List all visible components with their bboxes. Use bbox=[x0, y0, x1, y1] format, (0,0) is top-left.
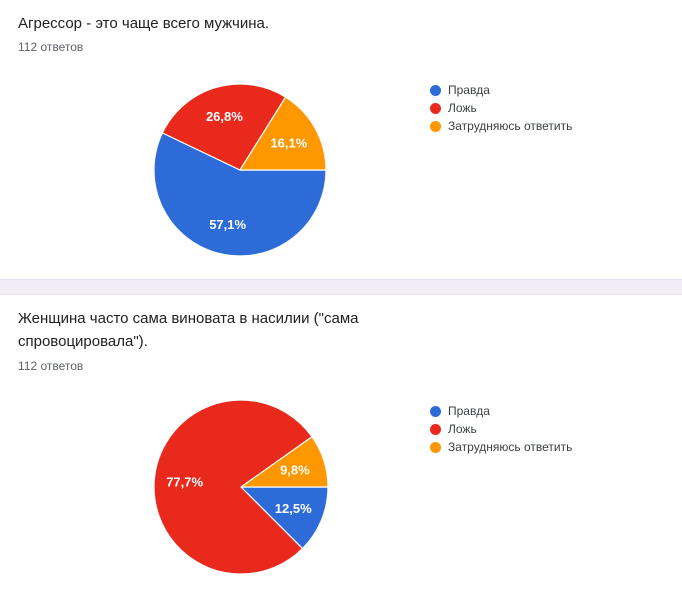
question-title: Агрессор - это чаще всего мужчина. bbox=[18, 15, 270, 32]
legend-swatch-icon bbox=[430, 405, 441, 417]
chart-legend: Правда Ложь Затрудняюсь ответить bbox=[430, 81, 572, 135]
legend-swatch-icon bbox=[430, 120, 441, 132]
pie-slice-percentage-label: 57,1% bbox=[209, 217, 246, 232]
legend-swatch-icon bbox=[430, 84, 441, 96]
pie-slice bbox=[240, 486, 329, 550]
pie-slice bbox=[153, 399, 313, 575]
pie-chart: 12,5% 77,7% 9,8% bbox=[153, 399, 329, 575]
pie-slice bbox=[153, 132, 327, 257]
pie-chart: 57,1% 26,8% 16,1% bbox=[153, 83, 327, 257]
legend-swatch-icon bbox=[430, 441, 441, 453]
pie-slice bbox=[161, 83, 287, 171]
legend-label: Правда bbox=[448, 83, 490, 97]
pie-slice-percentage-label: 16,1% bbox=[270, 135, 307, 150]
question-card: Женщина часто сама виновата в насилии ("… bbox=[0, 295, 682, 596]
pie-slice-percentage-label: 26,8% bbox=[206, 109, 243, 124]
pie-slice bbox=[239, 96, 327, 171]
responses-count: 112 ответов bbox=[18, 40, 84, 54]
legend-item: Правда bbox=[430, 402, 572, 420]
legend-item: Затрудняюсь ответить bbox=[430, 438, 572, 456]
legend-label: Ложь bbox=[448, 101, 477, 115]
question-title: Женщина часто сама виновата в насилии ("… bbox=[18, 310, 359, 350]
pie-slice-percentage-label: 77,7% bbox=[166, 475, 203, 490]
legend-label: Правда bbox=[448, 404, 490, 418]
question-card: Агрессор - это чаще всего мужчина. 112 о… bbox=[0, 0, 682, 279]
legend-item: Правда bbox=[430, 81, 572, 99]
chart-legend: Правда Ложь Затрудняюсь ответить bbox=[430, 402, 572, 456]
pie-slice bbox=[240, 436, 329, 488]
pie-slice-percentage-label: 12,5% bbox=[275, 501, 312, 516]
legend-swatch-icon bbox=[430, 102, 441, 114]
responses-count: 112 ответов bbox=[18, 359, 84, 373]
legend-label: Затрудняюсь ответить bbox=[448, 119, 573, 133]
card-separator bbox=[0, 279, 682, 295]
legend-item: Ложь bbox=[430, 99, 572, 117]
legend-label: Ложь bbox=[448, 422, 477, 436]
pie-slice-percentage-label: 9,8% bbox=[280, 462, 310, 477]
legend-item: Ложь bbox=[430, 420, 572, 438]
legend-swatch-icon bbox=[430, 423, 441, 435]
legend-item: Затрудняюсь ответить bbox=[430, 117, 572, 135]
legend-label: Затрудняюсь ответить bbox=[448, 440, 573, 454]
